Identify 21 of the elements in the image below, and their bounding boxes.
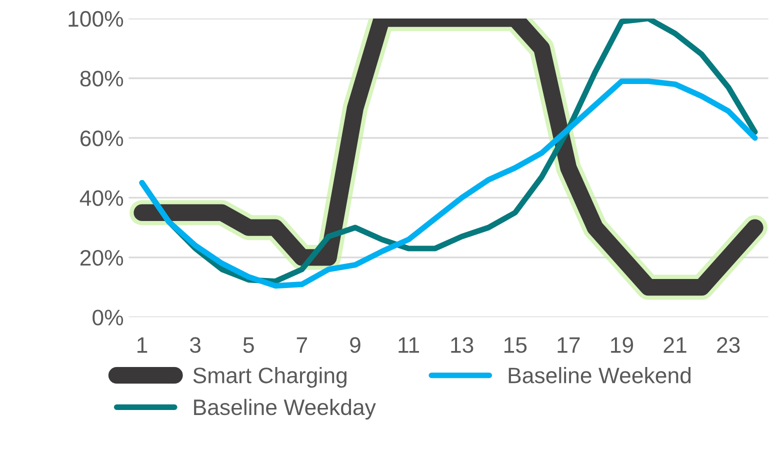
- y-tick-label: 40%: [80, 190, 124, 206]
- legend-label: Baseline Weekend: [508, 367, 691, 384]
- x-tick-label: 23: [717, 337, 740, 353]
- x-tick-label: 13: [451, 337, 474, 353]
- x-tick-label: 15: [504, 337, 527, 353]
- legend-label: Baseline Weekday: [194, 398, 376, 420]
- x-tick-label: 9: [350, 337, 360, 353]
- x-tick-label: 11: [398, 337, 419, 353]
- y-tick-label: 80%: [80, 70, 124, 87]
- x-tick-label: 3: [190, 337, 201, 353]
- x-tick-label: 17: [558, 337, 580, 353]
- x-tick-label: 21: [664, 337, 686, 353]
- x-tick-label: 7: [296, 337, 307, 353]
- x-tick-label: 1: [138, 337, 148, 353]
- x-tick-label: 5: [243, 337, 254, 353]
- y-tick-label: 20%: [80, 250, 124, 266]
- y-tick-label: 0%: [92, 310, 124, 326]
- x-tick-label: 19: [611, 337, 634, 353]
- y-tick-label: 100%: [68, 11, 124, 27]
- legend-label: Smart Charging: [193, 367, 346, 388]
- y-tick-label: 60%: [80, 130, 124, 146]
